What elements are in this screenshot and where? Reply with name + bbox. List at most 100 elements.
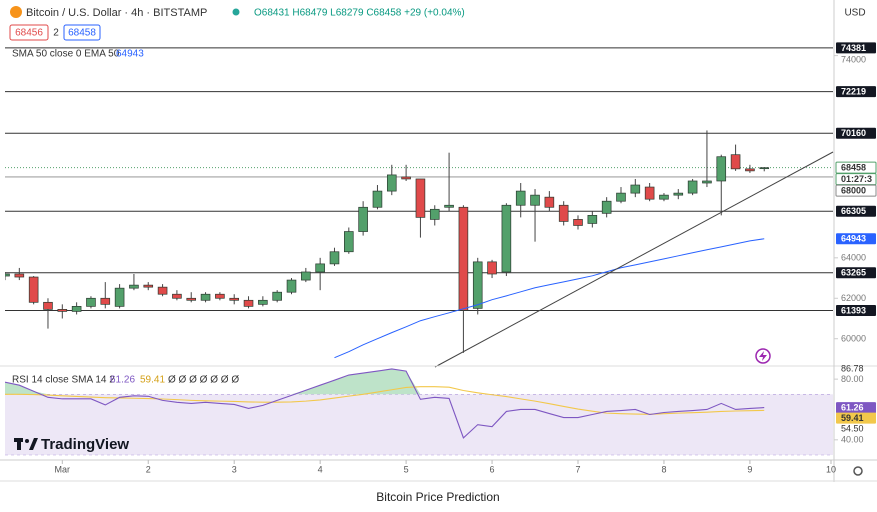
buy-box[interactable]: [63, 24, 101, 41]
candle-body: [730, 154, 741, 170]
axis-label-box: [836, 412, 876, 424]
candle-body: [501, 204, 512, 273]
axis-label: 68458: [841, 163, 866, 173]
candle-body: [5, 273, 10, 277]
axis-label: 64000: [841, 253, 866, 263]
axis-label: 63265: [841, 268, 866, 278]
candle-body: [229, 297, 239, 301]
candle-body: [702, 180, 712, 184]
axis-label-box: [835, 184, 877, 197]
candle-body: [329, 251, 340, 265]
sell-price[interactable]: 68456: [15, 28, 43, 39]
candle-body: [401, 176, 411, 180]
buy-price[interactable]: 68458: [68, 28, 96, 39]
axis-label-box: [836, 233, 876, 245]
axis-label: 86.78: [841, 364, 864, 374]
sma-line: [5, 386, 765, 415]
rsi-inputs: Ø Ø Ø Ø Ø Ø Ø: [168, 375, 239, 386]
candle-body: [759, 167, 770, 170]
axis-label-box: [836, 42, 876, 54]
ema-line: [334, 238, 765, 359]
bitcoin-icon: [10, 6, 22, 18]
candle-body: [143, 284, 154, 288]
rsi-label: RSI 14 close SMA 14 2: [12, 375, 115, 386]
candle-body: [673, 192, 684, 196]
price-pane: [5, 47, 833, 359]
candle-body: [258, 299, 268, 305]
candle-body: [100, 297, 111, 305]
candle-body: [659, 194, 669, 200]
x-tick-label: 3: [232, 464, 237, 474]
axis-label: 59.41: [841, 413, 864, 423]
candle-body: [530, 194, 540, 206]
candle-body: [215, 293, 225, 299]
x-tick-label: 10: [826, 464, 836, 474]
alert-icon[interactable]: [755, 348, 771, 364]
candle-body: [444, 204, 454, 208]
candle-body: [57, 309, 68, 312]
x-tick-label: 6: [490, 464, 495, 474]
candle-body: [186, 297, 197, 301]
logo-text: TradingView: [41, 436, 129, 453]
x-tick-label: Mar: [55, 464, 71, 474]
candle-body: [358, 206, 368, 232]
candle-body: [558, 204, 569, 222]
rsi-value: 61.26: [110, 375, 135, 386]
x-tick-label: 5: [404, 464, 409, 474]
rsi-pane: [5, 368, 833, 456]
axis-label: 62000: [841, 293, 866, 303]
spread: 2: [53, 28, 59, 39]
axis-label-box: [836, 402, 876, 414]
axis-label-box: [836, 305, 876, 317]
candle-body: [415, 178, 426, 218]
sell-box[interactable]: [9, 24, 49, 41]
x-tick-label: 4: [318, 464, 323, 474]
axis-label: 68000: [841, 186, 866, 196]
settings-icon[interactable]: [853, 466, 863, 476]
candle-body: [587, 215, 598, 224]
trend-line: [434, 151, 834, 368]
x-tick-label: 9: [747, 464, 752, 474]
candle-body: [487, 261, 497, 275]
candle-body: [157, 286, 168, 295]
ohlc: O68431 H68479 L68279 C68458 +29 (+0.04%): [254, 8, 465, 19]
candle-body: [272, 291, 282, 301]
axis-label: 66305: [841, 206, 866, 216]
candle-body: [344, 231, 354, 253]
candle-body: [372, 190, 383, 208]
indicator-value: 64943: [116, 49, 144, 60]
candle-body: [644, 186, 655, 200]
caption: Bitcoin Price Prediction: [376, 490, 499, 504]
alert-bolt: [759, 351, 767, 361]
candle-body: [172, 293, 182, 299]
x-tick-label: 7: [576, 464, 581, 474]
rsi-line: [5, 368, 765, 439]
candle-body: [243, 299, 254, 307]
candle-body: [573, 219, 583, 226]
candle-body: [315, 263, 325, 273]
candle-body: [14, 273, 25, 278]
axis-label: 40.00: [841, 435, 864, 445]
candle-body: [544, 196, 555, 208]
candle-body: [429, 208, 440, 220]
axis-label: 74000: [841, 54, 866, 64]
candle-body: [386, 174, 397, 192]
axis-label: 60000: [841, 334, 866, 344]
indicator-label: SMA 50 close 0 EMA 50: [12, 49, 120, 60]
rsi-sma-value: 59.41: [140, 375, 165, 386]
candle-body: [114, 287, 125, 307]
candle-body: [472, 261, 483, 309]
candle-body: [129, 284, 139, 289]
candle-body: [458, 206, 469, 311]
x-tick-label: 2: [146, 464, 151, 474]
x-tick-label: 8: [661, 464, 666, 474]
rsi-band: [5, 394, 833, 455]
overbought-fill: [5, 368, 765, 395]
axis-label-box: [836, 127, 876, 139]
axis-label-box: [836, 205, 876, 217]
candle-body: [200, 293, 211, 301]
candle-body: [716, 156, 727, 182]
candle-body: [630, 184, 641, 194]
axis-label: 70160: [841, 128, 866, 138]
currency: USD: [844, 8, 865, 19]
